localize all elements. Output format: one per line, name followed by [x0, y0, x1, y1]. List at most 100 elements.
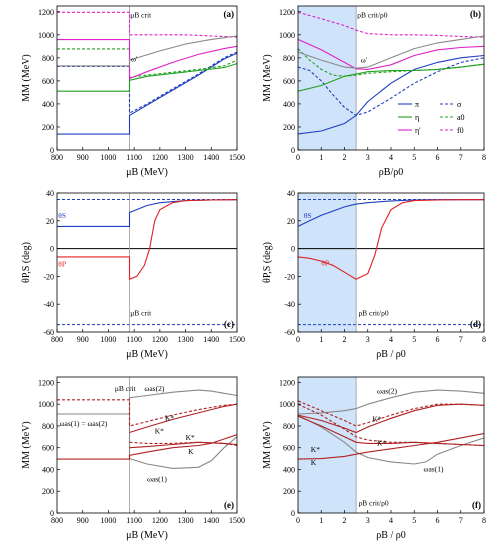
- y-tick-label: 800: [283, 422, 295, 431]
- y-tick-label: 1000: [38, 400, 54, 409]
- x-tick-label: 1500: [229, 153, 245, 162]
- x-tick-label: 1300: [178, 335, 194, 344]
- x-tick-label: 900: [77, 335, 89, 344]
- annotation: K*: [377, 439, 386, 448]
- y-tick-label: 0: [50, 509, 54, 518]
- x-tick-label: 1500: [229, 335, 245, 344]
- series-line-f-5: [298, 415, 484, 447]
- series-line-f-6: [298, 433, 484, 460]
- x-tick-label: 1200: [152, 335, 168, 344]
- x-tick-label: 1000: [100, 153, 116, 162]
- x-tick-label: 1300: [178, 153, 194, 162]
- y-tick-label: 1000: [279, 400, 295, 409]
- annotation: K: [311, 458, 317, 467]
- y-tick-label: -60: [284, 328, 295, 337]
- x-tick-label: 8: [482, 516, 486, 525]
- series-line-b-2: [298, 63, 484, 92]
- x-tick-label: 1400: [203, 335, 219, 344]
- y-axis-label: θP,S (deg): [21, 242, 32, 283]
- y-tick-label: 0: [291, 245, 295, 254]
- y-tick-label: -40: [43, 300, 54, 309]
- x-tick-label: 2: [343, 153, 347, 162]
- y-tick-label: 40: [46, 189, 54, 198]
- y-tick-label: 20: [287, 217, 295, 226]
- x-tick-label: 7: [459, 153, 463, 162]
- x-tick-label: 900: [77, 153, 89, 162]
- y-tick-label: 40: [287, 189, 295, 198]
- series-line-f-2: [298, 400, 484, 427]
- annotation: ρB crit/ρ0: [358, 308, 388, 317]
- x-tick-label: 4: [389, 153, 393, 162]
- y-tick-label: 600: [283, 444, 295, 453]
- x-tick-label: 800: [51, 153, 63, 162]
- x-tick-label: 5: [412, 335, 416, 344]
- series-line-f-1: [298, 414, 484, 465]
- x-tick-label: 3: [366, 516, 370, 525]
- x-tick-label: 1100: [126, 335, 142, 344]
- series-line-a-5: [57, 11, 237, 38]
- annotation: θP: [321, 258, 329, 267]
- x-axis-label: μB (MeV): [126, 530, 168, 541]
- x-tick-label: 1100: [126, 516, 142, 525]
- y-tick-label: 800: [283, 54, 295, 63]
- series-line-e-3: [129, 403, 237, 434]
- x-tick-label: 1500: [229, 516, 245, 525]
- x-tick-label: 2: [343, 335, 347, 344]
- x-tick-label: 4: [389, 516, 393, 525]
- x-tick-label: 1: [319, 335, 323, 344]
- annotation: ωas(1) = ωas(2): [60, 419, 108, 428]
- legend-entry: a0: [457, 113, 465, 122]
- series-line-b-6: [298, 35, 484, 69]
- y-tick-label: 200: [283, 123, 295, 132]
- y-tick-label: -40: [284, 300, 295, 309]
- series-line-b-1: [298, 57, 484, 117]
- y-tick-label: 0: [291, 146, 295, 155]
- series-line-c-1: [57, 199, 237, 281]
- y-tick-label: 1200: [38, 8, 54, 17]
- y-tick-label: 600: [42, 444, 54, 453]
- x-tick-label: 3: [366, 335, 370, 344]
- x-tick-label: 0: [296, 335, 300, 344]
- x-tick-label: 0: [296, 153, 300, 162]
- chart-panel-d: 0 1 2 3 4 5 6 7 8 -60 -40 -20 0 20 40 ρB / ρ0 θP,S (deg)…: [262, 189, 486, 360]
- y-tick-label: 1000: [38, 31, 54, 40]
- x-tick-label: 1000: [100, 335, 116, 344]
- y-tick-label: -20: [43, 272, 54, 281]
- series-line-e-2: [57, 399, 237, 427]
- series-line-e-6: [57, 434, 237, 460]
- annotation: ω': [361, 55, 368, 64]
- x-tick-label: 1400: [203, 153, 219, 162]
- chart-panel-a: 800 900 1000 1100 1200 1300 1400 1500 0 200 400 600…: [21, 5, 245, 178]
- series-line-a-3: [57, 48, 237, 79]
- annotation: ωas(1): [147, 474, 167, 483]
- x-tick-label: 8: [482, 335, 486, 344]
- panel-label: (c): [224, 319, 234, 329]
- series-line-a-1: [57, 51, 237, 115]
- y-tick-label: 20: [46, 217, 54, 226]
- chart-panel-c: 800 900 1000 1100 1200 1300 1400 1500 -60 -40 -20 0…: [21, 189, 245, 360]
- x-axis-label: ρB/ρ0: [379, 167, 403, 178]
- shaded-region: [298, 6, 357, 150]
- annotation: K*: [186, 433, 195, 442]
- annotation: K: [188, 447, 194, 456]
- legend-entry: π: [415, 100, 419, 109]
- x-tick-label: 1300: [178, 516, 194, 525]
- plot-frame: [56, 376, 238, 514]
- annotation: μB crit: [130, 308, 152, 317]
- x-tick-label: 0: [296, 516, 300, 525]
- x-tick-label: 7: [459, 335, 463, 344]
- y-tick-label: 200: [42, 487, 54, 496]
- chart-panel-f: 0 1 2 3 4 5 6 7 8 0 200 400 600 800 1000 1200 ρB / ρ0 MM …: [262, 376, 486, 541]
- x-axis-label: μB (MeV): [126, 167, 168, 178]
- y-tick-label: 600: [283, 77, 295, 86]
- y-tick-label: -20: [284, 272, 295, 281]
- series-line-b-4: [298, 38, 484, 70]
- annotation: K*: [165, 414, 174, 423]
- plot-frame: [56, 192, 238, 333]
- x-tick-label: 6: [436, 335, 440, 344]
- series-line-d-1: [298, 199, 484, 280]
- annotation: ωas(2): [144, 384, 164, 393]
- x-tick-label: 6: [436, 516, 440, 525]
- y-axis-label: MM (MeV): [21, 421, 32, 469]
